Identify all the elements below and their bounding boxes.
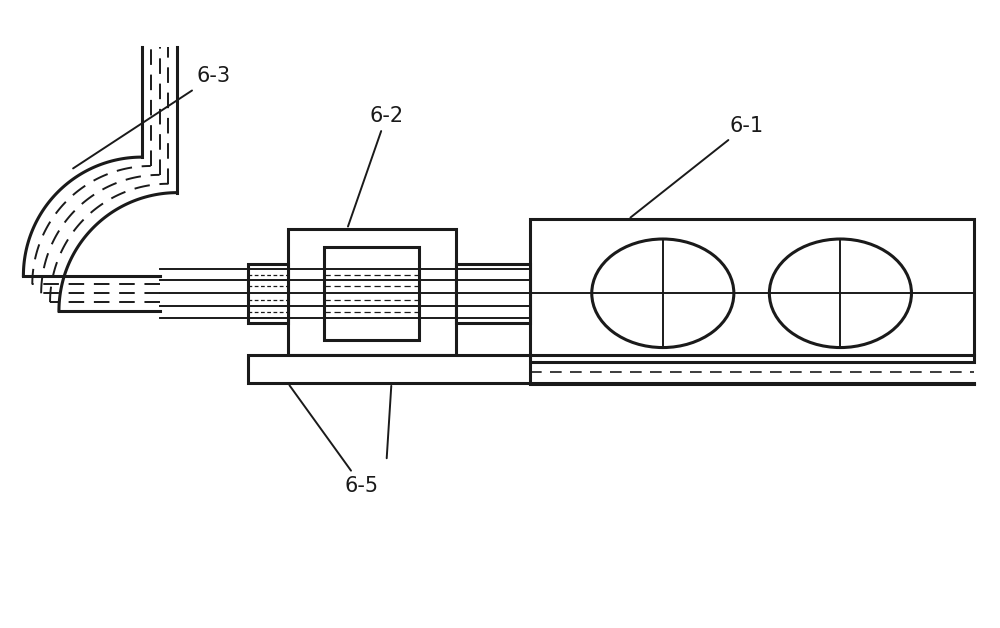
Bar [530,219,974,362]
Bar [248,355,530,383]
Ellipse shape [592,239,734,347]
Bar [456,264,530,323]
Text: 6-2: 6-2 [348,106,404,227]
Text: 6-5: 6-5 [289,386,379,495]
Ellipse shape [769,239,911,347]
Bar [248,264,288,323]
Text: 6-3: 6-3 [73,66,231,168]
Bar [324,247,419,340]
Bar [288,229,456,355]
Text: 6-1: 6-1 [630,116,764,217]
